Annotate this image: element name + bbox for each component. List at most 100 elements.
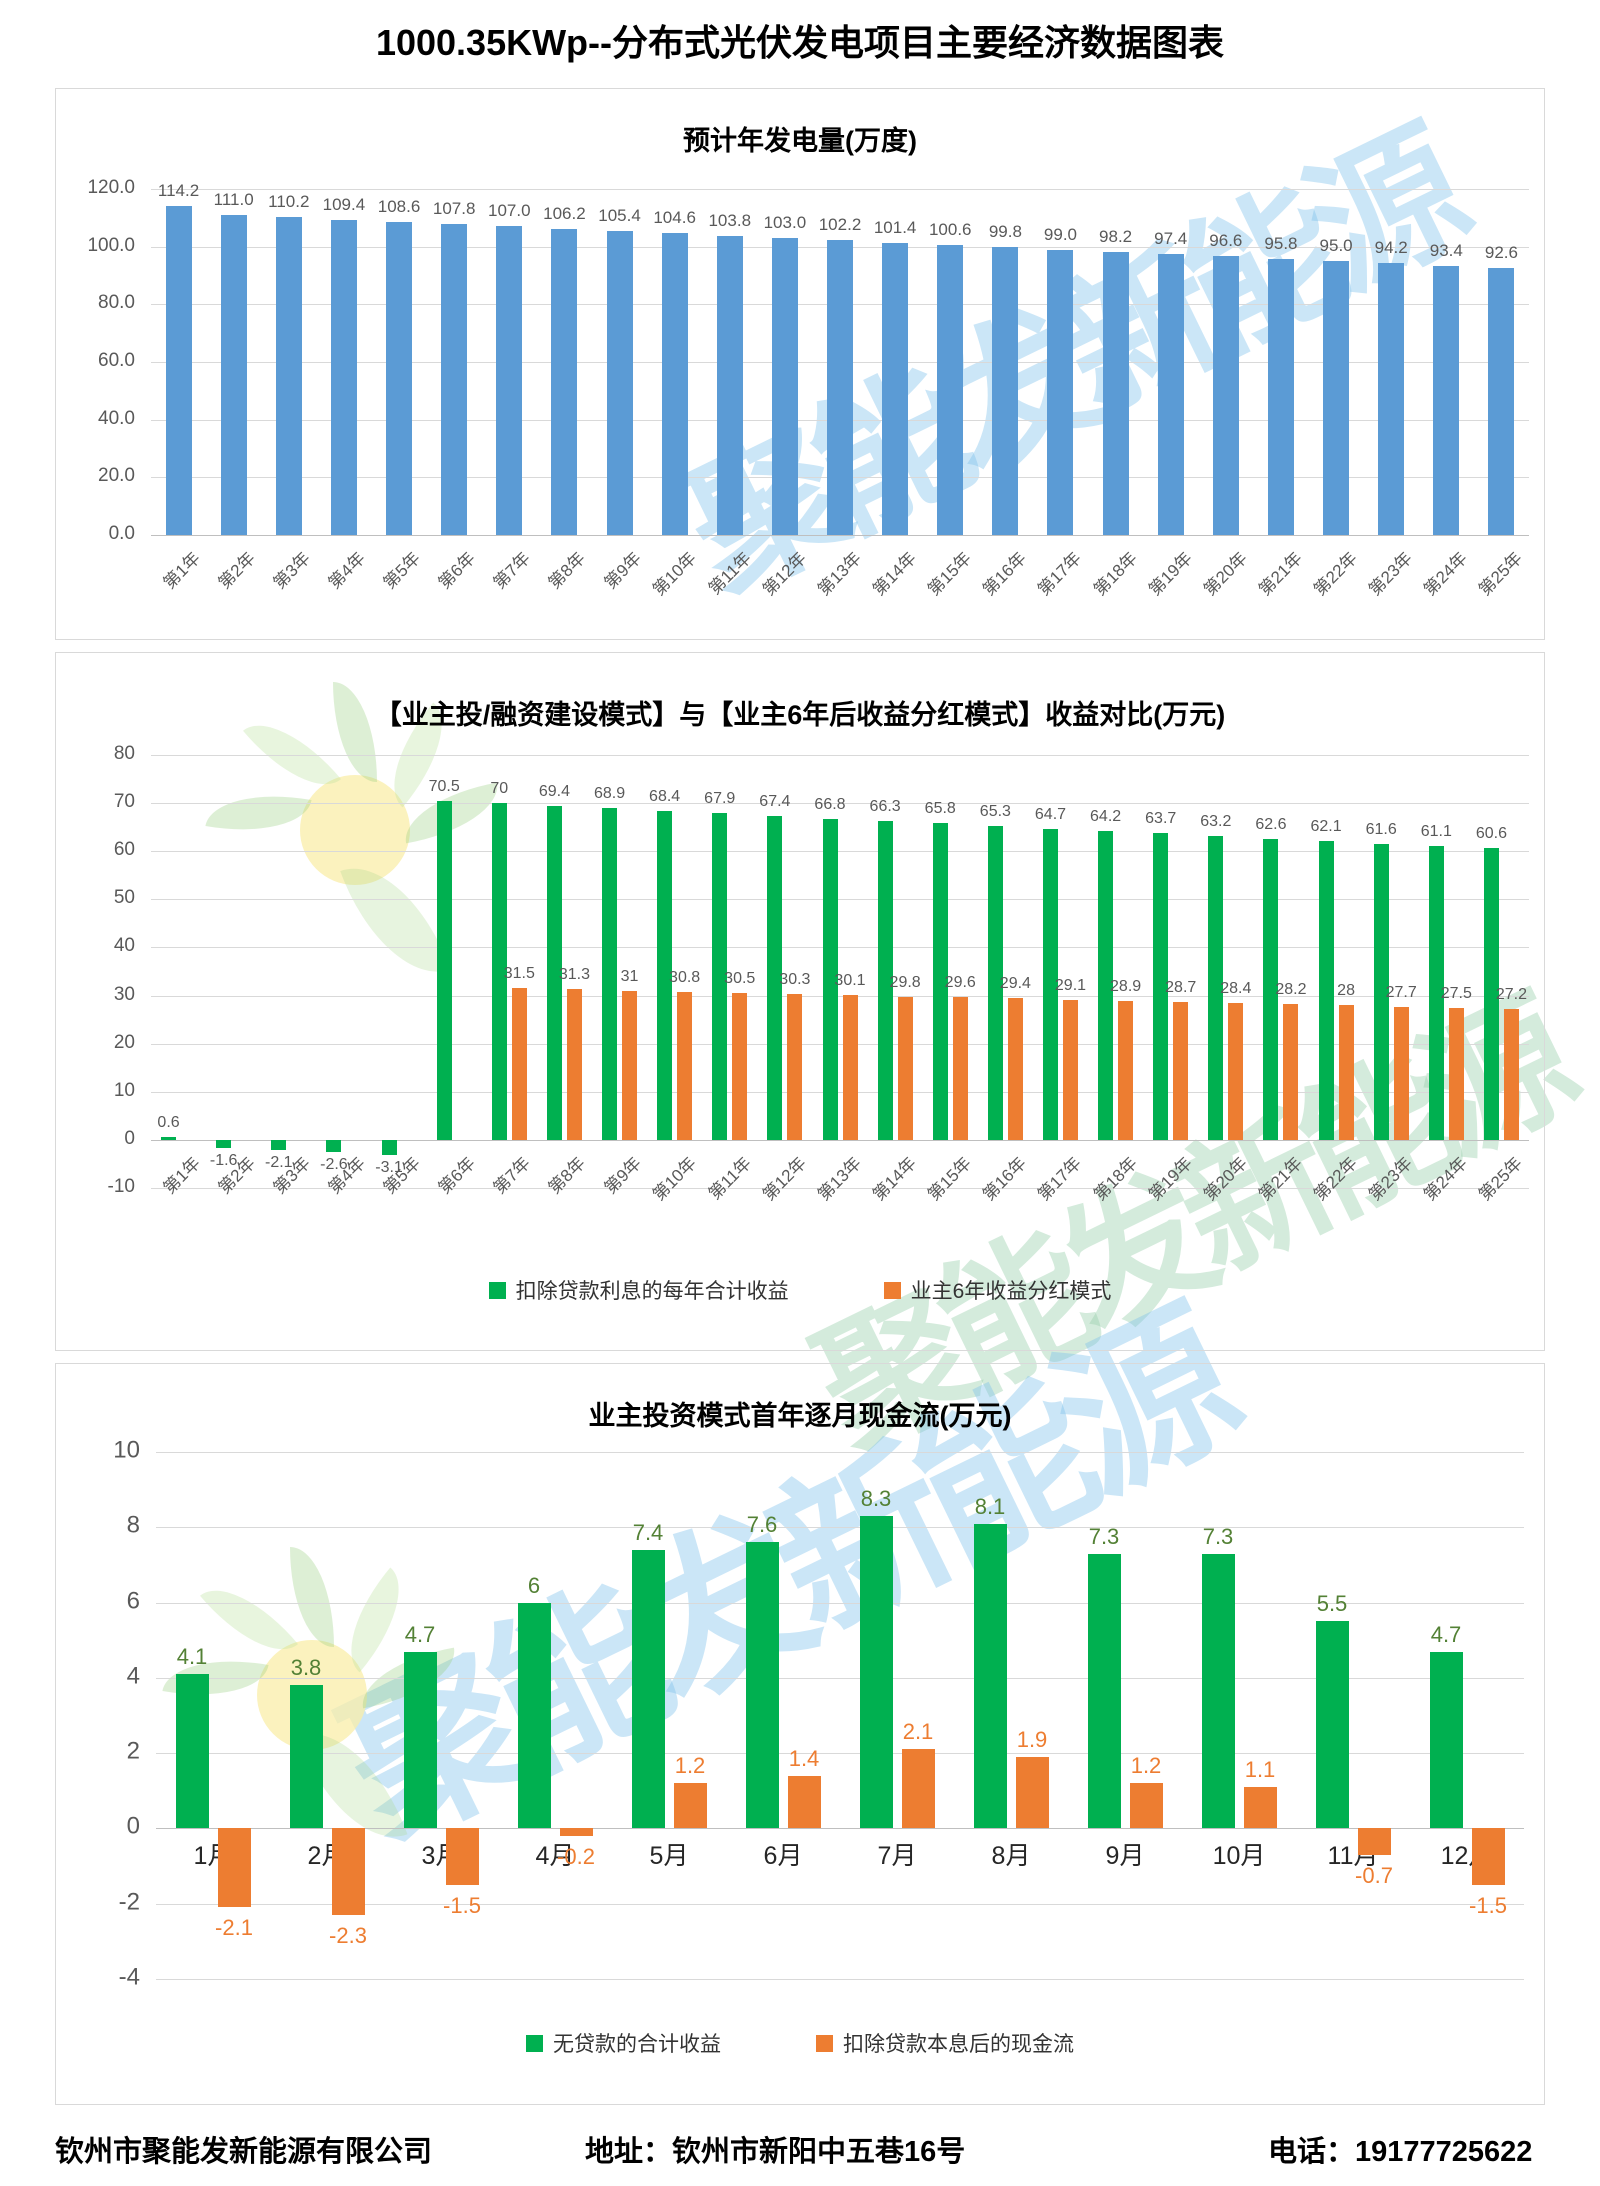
bar-value-label: 98.2: [1099, 226, 1133, 246]
y-axis-tick-label: 2: [126, 1737, 140, 1765]
bar: [551, 228, 578, 535]
bar-value-label: 96.6: [1209, 231, 1243, 251]
legend: 扣除贷款利息的每年合计收益 业主6年收益分红模式: [56, 1275, 1544, 1305]
y-axis-tick-label: -10: [107, 1175, 135, 1197]
bar-value-label: 110.2: [268, 192, 310, 212]
bar-value-label: 108.6: [377, 196, 421, 216]
bar-value-label: 61.6: [1365, 820, 1397, 838]
bar-value-label: 6: [527, 1572, 541, 1598]
bar: [1243, 1787, 1277, 1829]
bar-value-label: 62.6: [1255, 815, 1287, 833]
bar: [496, 226, 523, 535]
y-axis-tick-label: 100.0: [87, 234, 135, 256]
bar-value-label: 30.3: [779, 971, 811, 989]
gridline: [151, 1091, 1529, 1093]
bar-value-label: 99.8: [988, 222, 1022, 242]
gridline: [156, 1753, 1524, 1755]
bar: [165, 205, 192, 535]
legend-swatch-icon: [816, 2034, 833, 2052]
legend-label: 业主6年收益分红模式: [910, 1280, 1112, 1303]
bar-value-label: 31.5: [503, 965, 535, 983]
bar-value-label: 31.3: [558, 966, 590, 984]
bar: [1267, 258, 1294, 535]
bar-value-label: 70: [490, 780, 509, 798]
bar-value-label: 29.8: [889, 973, 921, 991]
bar: [712, 813, 728, 1140]
bar-value-label: 64.7: [1034, 805, 1067, 823]
bar-value-label: -2.6: [320, 1156, 348, 1174]
bar-value-label: 67.4: [759, 792, 791, 810]
bar: [175, 1674, 209, 1829]
gridline: [156, 1979, 1524, 1980]
bar-value-label: 106.2: [543, 203, 586, 223]
bar: [1228, 1003, 1244, 1140]
bar: [1129, 1783, 1163, 1829]
bar-value-label: 29.1: [1054, 976, 1087, 994]
bar: [631, 1549, 665, 1829]
bar: [566, 989, 582, 1140]
bar: [1318, 841, 1334, 1140]
gridline: [151, 803, 1529, 805]
bar-value-label: 60.6: [1475, 825, 1508, 843]
bar: [1429, 1651, 1463, 1829]
bar: [787, 994, 803, 1140]
bar-value-label: 68.4: [649, 787, 681, 805]
bar-value-label: -0.2: [557, 1843, 595, 1869]
gridline: [151, 1043, 1529, 1045]
sun-core-icon: [300, 775, 410, 885]
bar-value-label: 69.4: [538, 782, 570, 800]
bar: [271, 1139, 287, 1150]
bar: [546, 805, 562, 1140]
monthly-cashflow-chart-panel: 业主投资模式首年逐月现金流(万元) -4 -2 0 2 4 6 8 10 1月 2月 3月 4月 5月 6…: [55, 1363, 1545, 2105]
bar-value-label: 1.9: [1016, 1726, 1048, 1752]
bar-value-label: 104.6: [653, 208, 696, 228]
bar: [1087, 1553, 1121, 1829]
bar-value-label: 28.9: [1110, 977, 1142, 995]
bar-value-label: 7.3: [1202, 1523, 1234, 1549]
bar-value-label: 111.0: [213, 189, 254, 209]
bar: [1118, 1000, 1134, 1140]
gridline: [151, 535, 1529, 536]
bar: [602, 808, 618, 1140]
bar: [1208, 835, 1224, 1140]
bar-value-label: 1.1: [1244, 1757, 1276, 1783]
bar-value-label: 62.1: [1310, 818, 1342, 836]
gridline: [156, 1527, 1524, 1529]
bar: [1428, 845, 1444, 1140]
bar-value-label: 27.2: [1495, 986, 1528, 1004]
bar: [842, 995, 858, 1140]
y-axis-tick-label: 10: [113, 1079, 135, 1101]
y-axis-tick-label: 70: [113, 791, 135, 813]
bar: [1173, 1001, 1189, 1140]
bar: [1448, 1007, 1464, 1140]
x-axis-label: 6月: [763, 1842, 803, 1871]
y-axis-tick-label: 0: [126, 1813, 140, 1841]
bar: [767, 815, 783, 1140]
bar-value-label: 61.1: [1420, 822, 1452, 840]
bar-value-label: 4.1: [176, 1644, 208, 1670]
legend-swatch-icon: [526, 2034, 543, 2052]
bar: [220, 214, 247, 535]
bar: [732, 993, 748, 1140]
bar-value-label: -0.7: [1355, 1862, 1393, 1888]
gridline: [151, 1139, 1529, 1141]
bar: [657, 810, 673, 1140]
company-phone: 电话：19177725622: [1268, 2136, 1533, 2168]
bar: [992, 247, 1019, 535]
bar-value-label: 7.4: [632, 1519, 664, 1545]
bar-value-label: 63.2: [1200, 812, 1232, 830]
bar: [1042, 828, 1058, 1140]
bar: [511, 988, 527, 1140]
bar-value-label: -2.1: [215, 1915, 253, 1941]
legend-swatch-icon: [883, 1281, 901, 1299]
bar: [289, 1685, 323, 1829]
gridline: [156, 1602, 1524, 1604]
bar-value-label: -2.3: [329, 1923, 367, 1948]
bar: [1471, 1828, 1505, 1885]
bar-value-label: 64.2: [1090, 808, 1122, 825]
x-axis-label: 10月: [1212, 1842, 1266, 1871]
bar: [877, 820, 893, 1140]
bar-value-label: -3.1: [375, 1158, 403, 1176]
bar-value-label: 1.4: [788, 1745, 820, 1771]
